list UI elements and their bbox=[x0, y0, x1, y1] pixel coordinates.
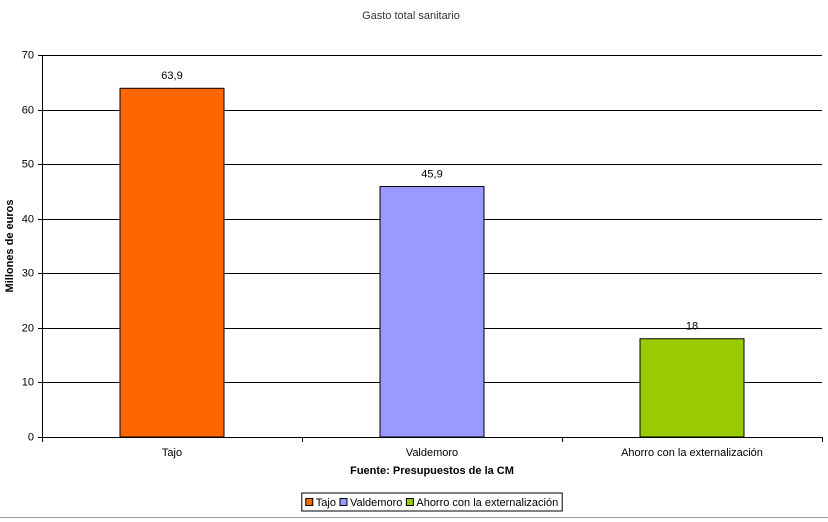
x-tick-label: Ahorro con la externalización bbox=[621, 447, 763, 459]
x-tick-label: Tajo bbox=[162, 447, 182, 459]
y-tick-label: 10 bbox=[22, 376, 34, 388]
data-label: 45,9 bbox=[421, 168, 442, 180]
legend-swatch bbox=[405, 498, 414, 506]
y-axis-title: Millones de euros bbox=[4, 200, 16, 293]
legend bbox=[301, 492, 563, 512]
x-axis-title: Fuente: Presupuestos de la CM bbox=[350, 465, 514, 477]
bar bbox=[379, 186, 485, 438]
legend-label: Tajo bbox=[316, 497, 336, 509]
chart-title: Gasto total sanitario bbox=[362, 10, 460, 22]
x-tick-label: Valdemoro bbox=[406, 447, 458, 459]
y-tick-label: 50 bbox=[22, 158, 34, 170]
y-tick-label: 30 bbox=[22, 267, 34, 279]
y-tick-label: 0 bbox=[28, 431, 34, 443]
bar bbox=[119, 87, 225, 438]
data-label: 63,9 bbox=[161, 70, 182, 82]
y-tick-label: 70 bbox=[22, 49, 34, 61]
legend-label: Ahorro con la externalización bbox=[416, 497, 558, 509]
legend-swatch bbox=[305, 498, 314, 506]
data-label: 18 bbox=[686, 321, 698, 333]
y-tick-label: 60 bbox=[22, 104, 34, 116]
bar bbox=[639, 338, 745, 438]
y-tick-label: 40 bbox=[22, 213, 34, 225]
legend-label: Valdemoro bbox=[350, 497, 402, 509]
y-tick-label: 20 bbox=[22, 322, 34, 334]
legend-swatch bbox=[339, 498, 348, 506]
